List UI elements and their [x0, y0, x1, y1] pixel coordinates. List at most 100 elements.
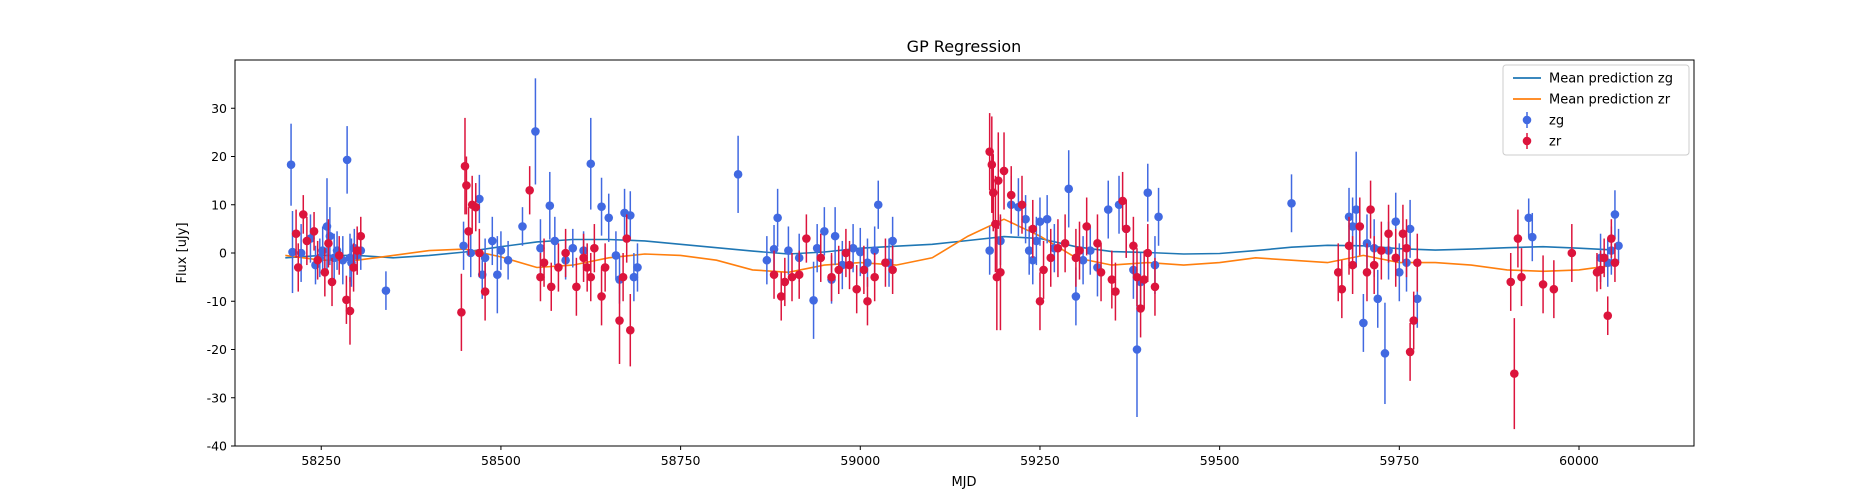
data-point-zg — [545, 171, 555, 240]
data-point-zr — [1118, 171, 1127, 230]
marker — [604, 213, 614, 223]
data-point-zr — [1398, 204, 1408, 263]
marker — [288, 247, 297, 257]
data-point-zg — [531, 78, 540, 185]
marker — [1136, 304, 1145, 313]
marker — [830, 231, 840, 241]
data-point-zr — [464, 207, 473, 256]
marker — [1028, 255, 1038, 265]
marker — [888, 265, 897, 275]
data-point-zr — [356, 216, 366, 256]
data-point-zg — [568, 228, 578, 268]
data-point-zr — [1610, 243, 1620, 282]
data-point-zr — [1517, 248, 1526, 307]
y-tick-label: -20 — [207, 342, 227, 357]
marker — [1287, 199, 1296, 208]
marker — [1132, 345, 1142, 354]
marker — [1021, 214, 1030, 224]
data-point-zr — [302, 216, 312, 266]
data-point-zr — [1053, 219, 1063, 278]
marker — [1351, 205, 1361, 214]
marker — [1549, 284, 1559, 294]
marker — [769, 270, 779, 280]
data-point-zr — [1017, 175, 1027, 234]
data-point-zg — [1042, 195, 1052, 244]
marker — [313, 255, 322, 265]
marker — [625, 325, 635, 335]
marker — [1373, 294, 1383, 304]
data-point-zr — [324, 219, 333, 268]
data-point-zg — [1395, 243, 1404, 302]
marker — [611, 251, 621, 260]
marker — [550, 236, 560, 246]
x-tick-label: 59000 — [840, 453, 880, 468]
data-point-zr — [1384, 204, 1393, 263]
data-point-zr — [1607, 219, 1616, 258]
marker — [863, 296, 872, 306]
data-point-zr — [1369, 236, 1379, 295]
marker — [1610, 210, 1620, 219]
data-point-zr — [1136, 279, 1145, 338]
marker — [1129, 241, 1138, 251]
marker — [776, 292, 786, 301]
data-point-zg — [1032, 216, 1041, 266]
marker — [324, 239, 333, 248]
marker — [327, 277, 337, 287]
data-point-zg — [597, 177, 606, 236]
marker — [471, 202, 481, 212]
marker — [488, 236, 497, 246]
marker — [629, 272, 639, 282]
data-point-zg — [586, 117, 596, 210]
data-point-zr — [1538, 255, 1548, 314]
marker — [1154, 212, 1163, 222]
data-point-zg — [1035, 197, 1045, 246]
data-point-zr — [1337, 260, 1347, 319]
marker — [1150, 282, 1160, 292]
marker — [1395, 268, 1404, 277]
marker — [780, 277, 790, 287]
marker — [342, 295, 351, 305]
data-point-zg — [611, 231, 621, 280]
data-point-zr — [1402, 219, 1411, 278]
plot-area — [285, 78, 1623, 430]
marker — [1377, 246, 1386, 255]
data-point-zr — [475, 228, 484, 278]
marker — [356, 231, 366, 241]
marker — [462, 181, 471, 190]
data-point-zg — [1373, 269, 1383, 328]
marker — [1082, 222, 1091, 231]
marker — [1369, 260, 1379, 270]
marker — [622, 234, 632, 243]
data-point-zr — [554, 243, 563, 292]
marker — [999, 166, 1009, 176]
x-tick-label: 60000 — [1559, 453, 1599, 468]
marker — [318, 246, 327, 255]
marker — [1071, 292, 1081, 301]
data-point-zr — [996, 214, 1005, 331]
data-point-zg — [604, 193, 614, 242]
data-point-zr — [1139, 250, 1149, 309]
marker — [863, 258, 872, 267]
marker — [1391, 217, 1401, 226]
data-point-zr — [1060, 214, 1070, 273]
data-point-zr — [827, 253, 836, 302]
data-point-zr — [462, 156, 471, 215]
data-point-zg — [733, 135, 743, 213]
marker — [852, 284, 861, 294]
marker — [888, 236, 897, 246]
x-tick-label: 59500 — [1200, 453, 1240, 468]
y-tick-label: 0 — [219, 246, 227, 261]
marker — [1412, 258, 1422, 267]
marker — [615, 316, 624, 325]
marker — [1046, 253, 1056, 263]
marker — [1412, 294, 1422, 304]
marker — [1538, 280, 1548, 289]
data-point-zg — [1351, 151, 1361, 268]
marker — [1596, 265, 1605, 275]
data-point-zr — [1366, 180, 1375, 239]
marker — [1107, 275, 1117, 284]
marker — [787, 272, 797, 282]
data-point-zr — [1143, 224, 1153, 282]
marker — [590, 243, 599, 253]
marker — [1032, 236, 1041, 246]
